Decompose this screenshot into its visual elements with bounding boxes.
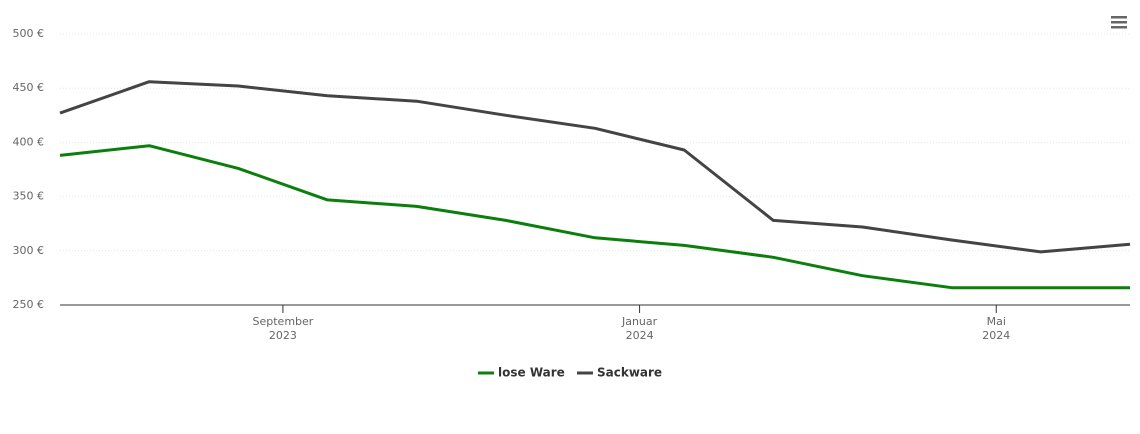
legend-text[interactable]: lose Ware	[498, 366, 565, 380]
x-tick-year: 2023	[269, 329, 297, 342]
y-tick-label: 350 €	[13, 190, 45, 203]
y-tick-label: 250 €	[13, 298, 45, 311]
line	[59, 144, 1130, 290]
y-tick-label: 400 €	[13, 135, 45, 148]
y-tick-label: 500 €	[13, 27, 45, 40]
menu-button[interactable]	[1108, 14, 1130, 32]
y-tick-label: 300 €	[13, 244, 45, 257]
y-tick-label: 450 €	[13, 81, 45, 94]
menu-bar	[1111, 16, 1127, 19]
x-tick-label: Mai	[987, 315, 1006, 328]
legend-text[interactable]: Sackware	[597, 366, 662, 380]
x-tick-label: September	[253, 315, 314, 328]
x-tick-year: 2024	[626, 329, 654, 342]
menu-bar	[1111, 26, 1127, 29]
menu-bar	[1111, 21, 1127, 24]
line	[59, 80, 1131, 254]
x-tick-year: 2024	[982, 329, 1010, 342]
x-tick-label: Januar	[621, 315, 658, 328]
